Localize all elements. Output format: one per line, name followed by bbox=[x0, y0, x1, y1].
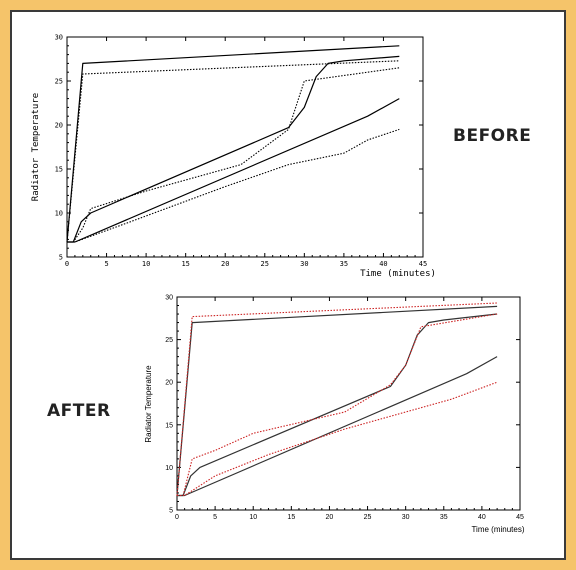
y-tick-label: 30 bbox=[55, 34, 63, 42]
y-tick-label: 15 bbox=[55, 166, 63, 174]
series-line-1 bbox=[66, 60, 400, 243]
series-line-2 bbox=[177, 313, 498, 497]
x-tick-label: 15 bbox=[287, 514, 295, 521]
after-label: AFTER bbox=[47, 401, 111, 421]
x-tick-label: 40 bbox=[478, 514, 486, 521]
x-tick-label: 20 bbox=[326, 514, 334, 521]
y-tick-label: 20 bbox=[165, 380, 173, 387]
x-tick-label: 45 bbox=[516, 514, 524, 521]
y-tick-label: 25 bbox=[165, 337, 173, 344]
x-tick-label: 0 bbox=[175, 514, 179, 521]
series-line-0 bbox=[66, 45, 400, 243]
x-tick-label: 25 bbox=[261, 260, 269, 268]
series-line-5 bbox=[67, 128, 400, 243]
x-tick-label: 20 bbox=[221, 260, 229, 268]
y-axis-label: Radiator Temperature bbox=[31, 93, 41, 201]
y-tick-label: 20 bbox=[55, 122, 63, 130]
y-tick-label: 5 bbox=[169, 508, 173, 515]
x-tick-label: 25 bbox=[364, 514, 372, 521]
x-tick-label: 15 bbox=[181, 260, 189, 268]
series-line-5 bbox=[177, 381, 498, 497]
series-line-3 bbox=[67, 67, 400, 243]
y-tick-label: 25 bbox=[55, 78, 63, 86]
x-tick-label: 35 bbox=[440, 514, 448, 521]
x-tick-label: 10 bbox=[142, 260, 150, 268]
y-axis-label: Radiator Temperature bbox=[144, 365, 153, 443]
x-tick-label: 45 bbox=[419, 260, 427, 268]
series-line-2 bbox=[67, 55, 400, 243]
series-line-3 bbox=[177, 313, 498, 497]
y-tick-label: 5 bbox=[59, 254, 63, 262]
x-axis-label: Time (minutes) bbox=[360, 269, 436, 279]
x-tick-label: 5 bbox=[104, 260, 108, 268]
x-tick-label: 35 bbox=[340, 260, 348, 268]
x-tick-label: 30 bbox=[402, 514, 410, 521]
x-tick-label: 5 bbox=[213, 514, 217, 521]
y-tick-label: 15 bbox=[165, 422, 173, 429]
y-tick-label: 10 bbox=[55, 210, 63, 218]
x-tick-label: 0 bbox=[65, 260, 69, 268]
y-tick-label: 10 bbox=[165, 465, 173, 472]
x-tick-label: 10 bbox=[249, 514, 257, 521]
y-tick-label: 30 bbox=[165, 295, 173, 302]
x-tick-label: 40 bbox=[379, 260, 387, 268]
x-tick-label: 30 bbox=[300, 260, 308, 268]
plot-area bbox=[176, 296, 521, 511]
before-label: BEFORE bbox=[453, 126, 532, 146]
x-axis-label: Time (minutes) bbox=[471, 525, 524, 534]
